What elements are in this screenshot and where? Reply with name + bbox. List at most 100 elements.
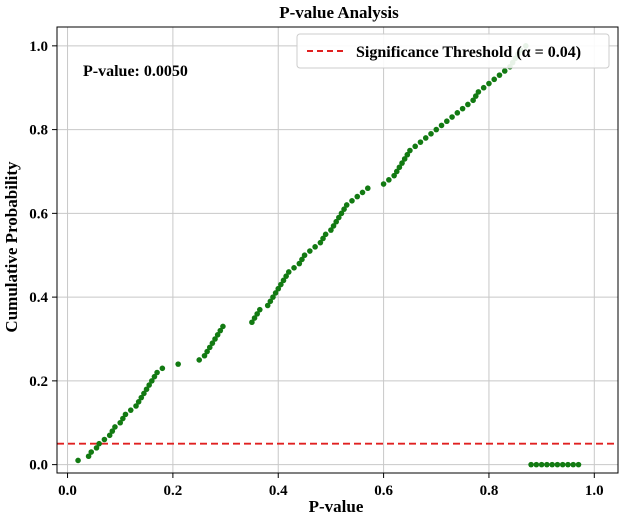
data-point [138, 394, 145, 401]
data-point [341, 206, 347, 212]
data-point [75, 457, 81, 464]
x-tick-label: 0.4 [269, 483, 288, 499]
data-point [364, 185, 371, 192]
data-point [249, 319, 255, 326]
data-point [204, 348, 210, 355]
p-value-annotation: P-value: 0.0050 [83, 63, 188, 80]
data-point [151, 373, 158, 380]
data-point [143, 386, 150, 393]
data-point [501, 68, 508, 74]
data-point [299, 256, 305, 263]
y-tick-label: 0.2 [29, 374, 48, 390]
data-point [475, 89, 482, 95]
data-points [75, 43, 582, 468]
data-point [214, 332, 221, 338]
data-point [465, 101, 471, 108]
data-point [141, 390, 147, 397]
data-point [565, 461, 571, 468]
data-point [422, 135, 429, 141]
data-point [404, 151, 411, 158]
y-tick-label: 0.0 [29, 458, 48, 474]
data-point [212, 336, 218, 342]
x-tick-label: 0.2 [164, 483, 183, 499]
data-point [159, 365, 166, 372]
data-point [399, 160, 405, 166]
legend-threshold-label: Significance Threshold (α = 0.04) [356, 44, 581, 61]
data-point [267, 298, 274, 305]
y-tick-label: 0.8 [29, 123, 48, 139]
data-point [112, 424, 118, 430]
data-point [486, 80, 492, 87]
x-tick-label: 0.6 [374, 483, 393, 499]
data-point [196, 357, 203, 363]
data-point [220, 323, 226, 330]
data-point [93, 445, 100, 451]
grid [57, 27, 618, 473]
data-point [570, 461, 577, 468]
data-point [401, 156, 408, 162]
data-point [454, 110, 461, 116]
data-point [538, 461, 545, 468]
data-point [264, 302, 271, 309]
data-point [307, 248, 313, 254]
x-tick-label: 0.8 [480, 483, 499, 499]
data-point [251, 315, 258, 321]
legend-box [296, 33, 610, 69]
plot-frame [56, 26, 619, 474]
data-point [296, 260, 303, 267]
data-point [417, 139, 424, 145]
data-point [88, 449, 95, 455]
data-point [101, 436, 108, 443]
y-tick-label: 0.4 [29, 290, 48, 306]
x-tick-label: 1.0 [585, 483, 604, 499]
data-point [343, 202, 350, 208]
data-point [393, 168, 400, 175]
x-axis-ticks: 0.0 0.2 0.4 0.6 0.8 1.0 [58, 473, 604, 499]
data-point [449, 114, 455, 120]
data-point [135, 399, 142, 405]
data-point [149, 378, 155, 384]
data-point [554, 461, 561, 468]
x-tick-label: 0.0 [58, 483, 77, 499]
data-point [85, 453, 92, 460]
data-point [407, 147, 413, 154]
data-point [330, 223, 337, 229]
data-point [322, 231, 329, 238]
data-point [117, 419, 124, 426]
data-point [206, 344, 213, 351]
data-point [533, 461, 540, 468]
data-point [109, 428, 116, 434]
data-point [133, 403, 139, 409]
data-point [491, 76, 498, 83]
data-point [338, 210, 345, 217]
data-point [285, 269, 292, 275]
data-point [559, 461, 566, 468]
data-point [354, 193, 361, 200]
y-tick-label: 1.0 [29, 39, 48, 55]
data-point [270, 294, 276, 300]
data-point [391, 172, 397, 179]
data-point [275, 285, 282, 292]
data-point [349, 197, 355, 204]
data-point [549, 461, 555, 468]
data-point [317, 239, 324, 246]
data-point [217, 327, 224, 334]
data-point [120, 415, 126, 422]
data-point [301, 252, 308, 259]
legend: Significance Threshold (α = 0.04) [296, 33, 610, 69]
chart-title: P-value Analysis [279, 3, 399, 22]
data-point [272, 290, 279, 296]
data-point [528, 461, 534, 468]
data-point [312, 244, 318, 250]
y-axis-label: Cumulative Probability [2, 161, 21, 333]
data-point [257, 306, 263, 313]
data-point [412, 143, 418, 150]
data-point [320, 235, 326, 242]
data-point [396, 164, 403, 171]
data-point [328, 227, 334, 233]
data-point [154, 369, 160, 376]
data-point [472, 93, 479, 99]
data-point [433, 126, 440, 133]
data-point [380, 181, 387, 187]
